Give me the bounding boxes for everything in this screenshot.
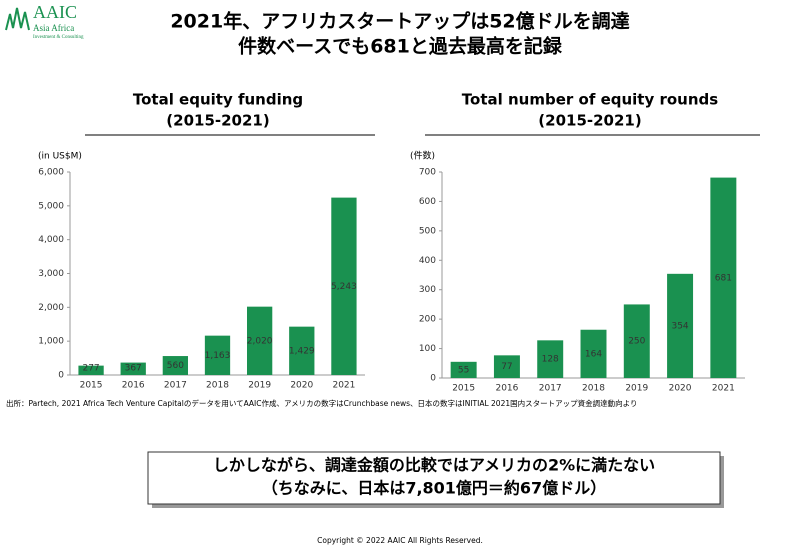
bar [450,361,477,378]
x-tick-label: 2019 [248,381,271,391]
chart-title: Total number of equity rounds [462,91,718,109]
data-label: 164 [585,349,602,359]
bar [710,177,737,378]
logo-line: Asia Africa [33,23,74,33]
y-tick-label: 4,000 [38,235,64,245]
logo-line: Investment & Consulting [33,35,84,40]
x-tick-label: 2020 [290,381,313,391]
data-label: 560 [167,361,184,371]
source-note: 出所：Partech, 2021 Africa Tech Venture Cap… [6,398,637,408]
bar [580,329,607,378]
y-tick-label: 6,000 [38,168,64,178]
data-label: 1,429 [289,346,315,356]
slide-title: 2021年、アフリカスタートアップは52億ドルを調達 [170,10,629,33]
y-tick-label: 5,000 [38,201,64,211]
x-tick-label: 2018 [206,381,229,391]
copyright: Copyright © 2022 AAIC All Rights Reserve… [317,536,483,545]
slide-title: 件数ベースでも681と過去最高を記録 [238,35,563,58]
bar [247,306,273,375]
data-label: 55 [458,365,469,375]
data-label: 5,243 [331,282,357,292]
x-tick-label: 2021 [712,384,735,394]
data-label: 277 [82,364,99,374]
bar [331,197,357,375]
x-tick-label: 2019 [625,384,648,394]
y-tick-label: 0 [58,371,64,381]
x-tick-label: 2020 [669,384,692,394]
x-tick-label: 2018 [582,384,605,394]
x-tick-label: 2021 [332,381,355,391]
callout-box [147,451,721,505]
x-tick-label: 2016 [122,381,145,391]
x-tick-label: 2017 [164,381,187,391]
y-tick-label: 600 [419,197,436,207]
x-tick-label: 2016 [495,384,518,394]
y-tick-label: 1,000 [38,337,64,347]
y-tick-label: 300 [419,285,436,295]
data-label: 354 [671,321,688,331]
bar [204,335,231,375]
bar [289,326,315,375]
bar [120,362,146,375]
y-axis-label: (件数) [410,150,435,162]
y-tick-label: 400 [419,256,436,266]
data-label: 1,163 [205,351,231,361]
callout-text: しかしながら、調達金額の比較ではアメリカの2%に満たない [213,456,655,475]
chart-title: Total equity funding [133,91,303,109]
logo-icon [5,7,30,31]
x-tick-label: 2017 [539,384,562,394]
bar [162,356,188,375]
bar [537,340,564,378]
data-label: 250 [628,337,645,347]
logo-name: AAIC [33,2,77,22]
y-tick-label: 500 [419,226,436,236]
chart-subtitle: (2015-2021) [166,112,269,130]
y-tick-label: 100 [419,344,436,354]
x-tick-label: 2015 [80,381,103,391]
y-tick-label: 2,000 [38,303,64,313]
logo: AAIC Asia Africa Investment & Consulting [5,2,84,40]
y-axis-label: (in US$M) [38,152,82,162]
data-label: 2,020 [247,336,273,346]
data-label: 681 [715,273,732,283]
data-label: 128 [542,355,559,365]
y-tick-label: 3,000 [38,269,64,279]
bar [493,355,520,378]
bar [623,304,650,378]
y-tick-label: 0 [430,374,436,384]
bar [667,273,694,378]
y-tick-label: 700 [419,168,436,178]
x-tick-label: 2015 [452,384,475,394]
bar [78,365,104,375]
chart-subtitle: (2015-2021) [538,112,641,130]
y-tick-label: 200 [419,315,436,325]
callout-text: （ちなみに、日本は7,801億円＝約67億ドル） [262,479,606,498]
data-label: 367 [125,364,142,374]
data-label: 77 [501,362,512,372]
